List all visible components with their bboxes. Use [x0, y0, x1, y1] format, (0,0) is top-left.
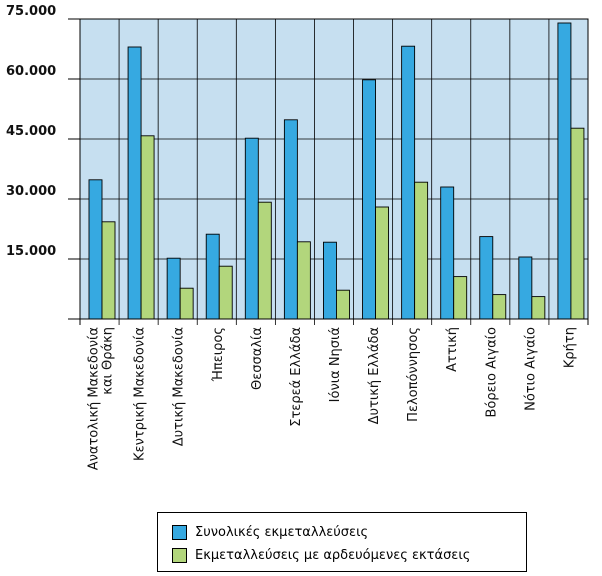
bar-irrigated [140, 135, 155, 320]
x-tick-label: Πελοπόννησος [406, 327, 421, 422]
bar-irrigated [336, 289, 350, 320]
x-tick-labels: Ανατολική Μακεδονία και Θράκη Κεντρική Μακ… [87, 327, 578, 470]
bar-irrigated [218, 265, 233, 320]
chart: 15.000 30.000 45.000 60.000 75.000 Ανατολική… [6, 4, 589, 470]
legend-item-total: Συνολικές εκμεταλλεύσεις [172, 523, 368, 541]
bar-irrigated [375, 206, 389, 320]
bar-total [323, 241, 337, 320]
bar-irrigated [570, 127, 585, 320]
legend-item-irrigated: Εκμεταλλεύσεις με αρδευόμενες εκτάσεις [172, 546, 470, 564]
bar-total [401, 45, 416, 320]
y-tick-label: 60.000 [6, 64, 56, 79]
y-tick-labels: 15.000 30.000 45.000 60.000 75.000 [6, 4, 56, 259]
bar-total [518, 256, 533, 320]
x-tick-label: Ανατολική Μακεδονία [87, 327, 102, 470]
bar-total [440, 186, 455, 320]
x-tick-label: Βόρειο Αιγαίο [484, 327, 499, 418]
bar-total [557, 22, 572, 320]
x-tick-label: Δυτική Μακεδονία [172, 327, 187, 446]
legend-swatch-irrigated [172, 547, 187, 563]
plot-frame [79, 18, 589, 320]
bar-total [205, 233, 220, 320]
legend-swatch-total [172, 524, 187, 540]
x-tick-label: Θεσσαλία [250, 327, 265, 390]
x-tick-label: Ιόνια Νησιά [328, 327, 343, 402]
bar-total [88, 179, 103, 320]
bar-total [283, 119, 298, 320]
y-tick-label: 30.000 [6, 184, 56, 199]
x-tick-label: Στερεά Ελλάδα [289, 327, 304, 427]
legend-label-irrigated: Εκμεταλλεύσεις με αρδευόμενες εκτάσεις [195, 547, 471, 563]
y-tick-label: 75.000 [6, 4, 56, 19]
y-tick-label: 45.000 [6, 124, 56, 139]
bar-irrigated [179, 287, 194, 320]
legend-label-total: Συνολικές εκμεταλλεύσεις [195, 524, 369, 540]
x-tick-label: και Θράκη [101, 327, 116, 395]
axes [68, 18, 589, 320]
bar-total [479, 236, 494, 320]
x-tick-label: Κεντρική Μακεδονία [133, 327, 148, 461]
bar-irrigated [531, 296, 546, 320]
x-tick-label: Ήπειρος [211, 327, 226, 382]
bar-irrigated [296, 241, 311, 320]
x-tick-label: Αττική [445, 327, 460, 372]
bar-irrigated [414, 181, 429, 320]
x-tick-label: Νότιο Αιγαίο [523, 327, 538, 411]
y-tick-label: 15.000 [6, 244, 56, 259]
bar-total [362, 79, 376, 320]
bar-irrigated [492, 294, 507, 320]
bar-total [166, 257, 181, 320]
bar-total [244, 137, 259, 320]
bars [88, 22, 585, 320]
x-tick-label: Κρήτη [562, 327, 577, 368]
bar-irrigated [257, 201, 272, 320]
bar-total [127, 46, 142, 320]
x-tick-label: Δυτική Ελλάδα [367, 327, 382, 424]
legend: Συνολικές εκμεταλλεύσεις Εκμεταλλεύσεις … [157, 512, 527, 572]
bar-irrigated [453, 276, 468, 320]
bar-irrigated [101, 221, 116, 320]
